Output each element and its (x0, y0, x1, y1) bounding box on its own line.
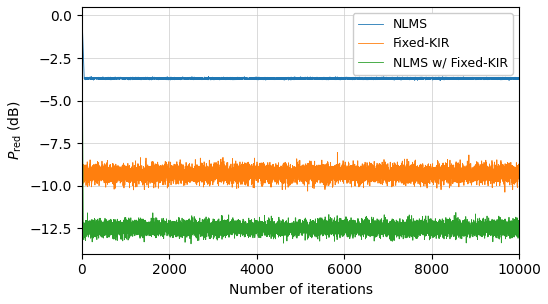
NLMS (506, 79, 512, 82)
NLMS w/ Fixed-KIR (293, 231, 299, 235)
NLMS (516, 76, 522, 80)
NLMS w/ Fixed-KIR (493, 226, 499, 229)
Fixed-KIR (334, 150, 341, 154)
NLMS (164, 77, 171, 80)
X-axis label: Number of iterations: Number of iterations (229, 283, 373, 297)
NLMS (79, 14, 85, 17)
Fixed-KIR (516, 180, 522, 183)
NLMS w/ Fixed-KIR (81, 223, 87, 226)
NLMS (81, 71, 87, 75)
NLMS w/ Fixed-KIR (97, 230, 104, 234)
Fixed-KIR (293, 166, 299, 169)
NLMS (493, 77, 499, 80)
NLMS w/ Fixed-KIR (516, 227, 522, 231)
Fixed-KIR (97, 172, 104, 176)
Line: Fixed-KIR: Fixed-KIR (82, 152, 519, 192)
NLMS w/ Fixed-KIR (105, 227, 111, 231)
NLMS w/ Fixed-KIR (164, 227, 171, 231)
Line: NLMS: NLMS (82, 16, 519, 81)
Fixed-KIR (81, 171, 87, 175)
Fixed-KIR (79, 175, 85, 179)
Fixed-KIR (105, 171, 111, 174)
Fixed-KIR (493, 177, 499, 181)
NLMS (293, 77, 299, 80)
NLMS w/ Fixed-KIR (79, 14, 85, 17)
Line: NLMS w/ Fixed-KIR: NLMS w/ Fixed-KIR (82, 16, 519, 244)
NLMS w/ Fixed-KIR (188, 242, 195, 246)
Fixed-KIR (164, 172, 171, 175)
Y-axis label: $P_{\mathrm{red}}$ (dB): $P_{\mathrm{red}}$ (dB) (7, 101, 24, 160)
Fixed-KIR (501, 190, 508, 194)
NLMS (105, 77, 111, 81)
NLMS (97, 76, 104, 80)
Legend: NLMS, Fixed-KIR, NLMS w/ Fixed-KIR: NLMS, Fixed-KIR, NLMS w/ Fixed-KIR (353, 13, 513, 75)
